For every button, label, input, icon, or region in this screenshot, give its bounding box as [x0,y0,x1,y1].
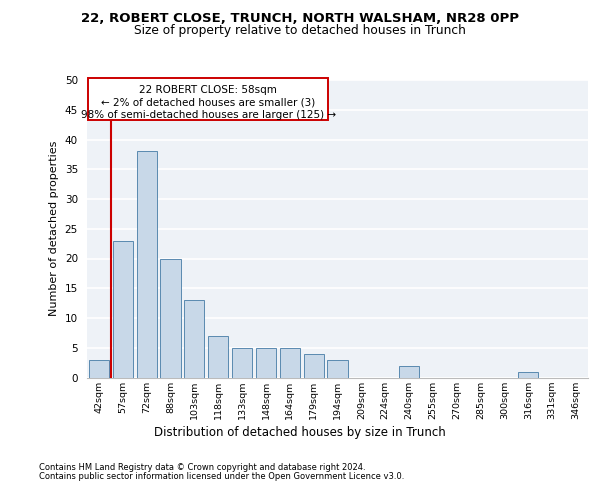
Text: Contains public sector information licensed under the Open Government Licence v3: Contains public sector information licen… [39,472,404,481]
Text: ← 2% of detached houses are smaller (3): ← 2% of detached houses are smaller (3) [101,98,315,108]
Bar [256,348,276,378]
Text: Distribution of detached houses by size in Trunch: Distribution of detached houses by size … [154,426,446,439]
Bar [137,152,157,378]
Text: Contains HM Land Registry data © Crown copyright and database right 2024.: Contains HM Land Registry data © Crown c… [39,464,365,472]
Bar [160,258,181,378]
Bar [328,360,347,378]
Y-axis label: Number of detached properties: Number of detached properties [49,141,59,316]
Bar [89,360,109,378]
Bar [399,366,419,378]
Bar [280,348,300,378]
FancyBboxPatch shape [88,78,328,120]
Text: 22 ROBERT CLOSE: 58sqm: 22 ROBERT CLOSE: 58sqm [139,86,277,96]
Text: Size of property relative to detached houses in Trunch: Size of property relative to detached ho… [134,24,466,37]
Bar [304,354,324,378]
Bar [208,336,229,378]
Bar [113,240,133,378]
Bar [518,372,538,378]
Bar [184,300,205,378]
Text: 22, ROBERT CLOSE, TRUNCH, NORTH WALSHAM, NR28 0PP: 22, ROBERT CLOSE, TRUNCH, NORTH WALSHAM,… [81,12,519,26]
Text: 98% of semi-detached houses are larger (125) →: 98% of semi-detached houses are larger (… [80,110,335,120]
Bar [232,348,252,378]
